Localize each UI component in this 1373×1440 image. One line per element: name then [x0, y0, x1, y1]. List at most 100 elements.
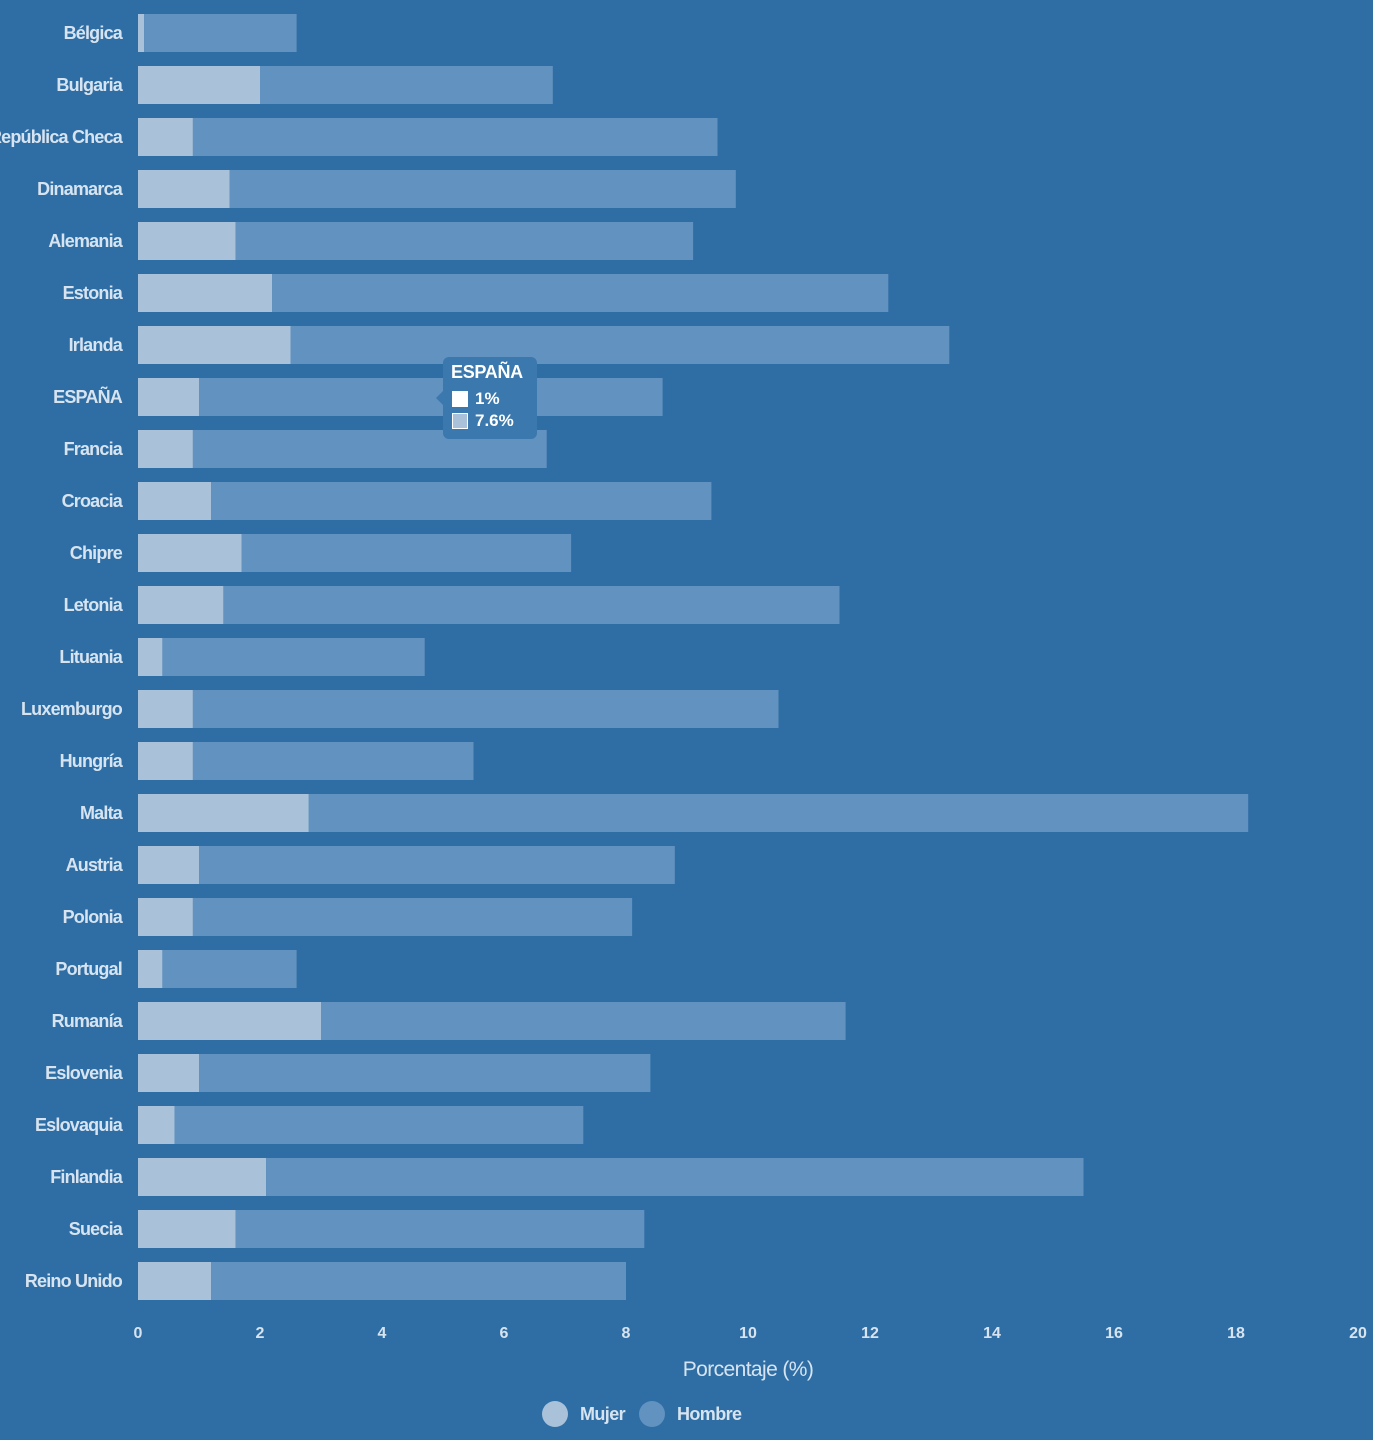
x-tick-label: 2: [256, 1325, 265, 1342]
bar-mujer-chipre[interactable]: [138, 534, 242, 572]
category-label-lituania: Lituania: [59, 647, 123, 667]
tooltip-arrow: [436, 391, 443, 405]
bar-mujer-republica-checa[interactable]: [138, 118, 193, 156]
bar-mujer-hungria[interactable]: [138, 742, 193, 780]
category-label-polonia: Polonia: [63, 907, 124, 927]
bar-hombre-bulgaria[interactable]: [260, 66, 553, 104]
x-tick-label: 12: [861, 1325, 879, 1342]
bar-mujer-luxemburgo[interactable]: [138, 690, 193, 728]
bar-hombre-eslovenia[interactable]: [199, 1054, 651, 1092]
bar-mujer-suecia[interactable]: [138, 1210, 236, 1248]
x-tick-label: 18: [1227, 1325, 1245, 1342]
tooltip-swatch-mujer: [452, 391, 468, 407]
category-label-hungria: Hungría: [60, 751, 124, 771]
bar-hombre-polonia[interactable]: [192, 898, 633, 936]
category-label-alemania: Alemania: [48, 231, 123, 251]
bar-mujer-malta[interactable]: [138, 794, 309, 832]
tooltip-value-mujer: 1%: [475, 389, 500, 408]
bar-hombre-luxemburgo[interactable]: [192, 690, 779, 728]
bar-hombre-reino-unido[interactable]: [211, 1262, 626, 1300]
tooltip-swatch-hombre: [452, 413, 468, 429]
bar-mujer-rumania[interactable]: [138, 1002, 321, 1040]
category-label-portugal: Portugal: [55, 959, 122, 979]
bar-mujer-alemania[interactable]: [138, 222, 236, 260]
bar-mujer-estonia[interactable]: [138, 274, 273, 312]
bar-mujer-bulgaria[interactable]: [138, 66, 260, 104]
category-label-suecia: Suecia: [69, 1219, 124, 1239]
x-tick-label: 10: [739, 1325, 757, 1342]
bar-hombre-estonia[interactable]: [272, 274, 889, 312]
bar-hombre-portugal[interactable]: [162, 950, 297, 988]
tooltip: ESPAÑA 1% 7.6%: [436, 357, 537, 439]
bar-hombre-republica-checa[interactable]: [192, 118, 718, 156]
legend[interactable]: Mujer Hombre: [542, 1401, 743, 1427]
x-tick-label: 8: [622, 1325, 631, 1342]
bar-hombre-eslovaquia[interactable]: [174, 1106, 584, 1144]
x-tick-label: 4: [378, 1325, 387, 1342]
legend-label-hombre: Hombre: [677, 1404, 742, 1424]
bar-mujer-austria[interactable]: [138, 846, 199, 884]
x-tick-label: 14: [983, 1325, 1001, 1342]
bar-hombre-chipre[interactable]: [241, 534, 572, 572]
bar-hombre-suecia[interactable]: [235, 1210, 645, 1248]
bar-hombre-croacia[interactable]: [211, 482, 712, 520]
category-label-reino-unido: Reino Unido: [25, 1271, 123, 1291]
category-label-bulgaria: Bulgaria: [56, 75, 123, 95]
bar-mujer-portugal[interactable]: [138, 950, 163, 988]
category-label-eslovaquia: Eslovaquia: [35, 1115, 124, 1135]
category-label-croacia: Croacia: [62, 491, 124, 511]
category-label-estonia: Estonia: [63, 283, 124, 303]
category-label-republica-checa: República Checa: [0, 127, 124, 147]
bar-mujer-letonia[interactable]: [138, 586, 224, 624]
tooltip-value-hombre: 7.6%: [475, 411, 514, 430]
bar-hombre-austria[interactable]: [199, 846, 675, 884]
bar-mujer-dinamarca[interactable]: [138, 170, 230, 208]
bar-hombre-dinamarca[interactable]: [229, 170, 736, 208]
category-label-rumania: Rumanía: [52, 1011, 124, 1031]
bar-hombre-irlanda[interactable]: [290, 326, 950, 364]
bar-mujer-finlandia[interactable]: [138, 1158, 267, 1196]
bar-mujer-francia[interactable]: [138, 430, 193, 468]
bars-group: [138, 14, 1249, 1300]
bar-mujer-lituania[interactable]: [138, 638, 163, 676]
tooltip-row-mujer: 1%: [452, 389, 500, 409]
legend-label-mujer: Mujer: [580, 1404, 626, 1424]
bar-mujer-croacia[interactable]: [138, 482, 212, 520]
x-tick-label: 20: [1349, 1325, 1367, 1342]
legend-marker-mujer: [542, 1401, 568, 1427]
bar-mujer-eslovenia[interactable]: [138, 1054, 199, 1092]
bar-hombre-letonia[interactable]: [223, 586, 840, 624]
category-label-belgica: Bélgica: [64, 23, 124, 43]
bar-hombre-alemania[interactable]: [235, 222, 694, 260]
bar-hombre-belgica[interactable]: [144, 14, 297, 52]
bar-hombre-malta[interactable]: [308, 794, 1249, 832]
x-axis-title: Porcentaje (%): [683, 1358, 814, 1381]
legend-item-hombre[interactable]: Hombre: [639, 1401, 743, 1427]
bar-mujer-reino-unido[interactable]: [138, 1262, 212, 1300]
category-label-irlanda: Irlanda: [69, 335, 124, 355]
x-axis-ticks: 0 2 4 6 8 10 12 14 16 18 20: [134, 1325, 1367, 1342]
bar-hombre-rumania[interactable]: [321, 1002, 846, 1040]
x-tick-label: 16: [1105, 1325, 1123, 1342]
x-tick-label: 0: [134, 1325, 143, 1342]
bar-hombre-finlandia[interactable]: [266, 1158, 1084, 1196]
bar-mujer-polonia[interactable]: [138, 898, 193, 936]
x-tick-label: 6: [500, 1325, 509, 1342]
category-label-chipre: Chipre: [70, 543, 123, 563]
category-label-espana: ESPAÑA: [53, 386, 123, 407]
bar-mujer-irlanda[interactable]: [138, 326, 291, 364]
bar-hombre-espana[interactable]: [199, 378, 663, 416]
legend-item-mujer[interactable]: Mujer: [542, 1401, 626, 1427]
bar-hombre-hungria[interactable]: [192, 742, 474, 780]
bar-hombre-lituania[interactable]: [162, 638, 425, 676]
bar-mujer-espana[interactable]: [138, 378, 199, 416]
category-labels: Bélgica Bulgaria República Checa Dinamarca A…: [0, 23, 125, 1291]
category-label-letonia: Letonia: [64, 595, 124, 615]
category-label-francia: Francia: [64, 439, 124, 459]
bar-mujer-eslovaquia[interactable]: [138, 1106, 175, 1144]
category-label-malta: Malta: [80, 803, 124, 823]
bar-mujer-belgica[interactable]: [138, 14, 145, 52]
category-label-dinamarca: Dinamarca: [37, 179, 124, 199]
category-label-luxemburgo: Luxemburgo: [21, 699, 123, 719]
tooltip-row-hombre: 7.6%: [452, 411, 514, 431]
